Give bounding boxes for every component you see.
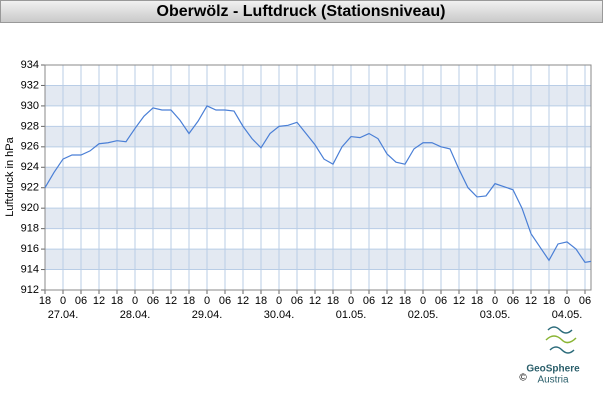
- x-tick-label: 0: [348, 295, 354, 307]
- x-tick-label: 12: [93, 295, 105, 307]
- x-tick-label: 06: [147, 295, 159, 307]
- x-tick-label: 12: [525, 295, 537, 307]
- x-tick-label: 0: [492, 295, 498, 307]
- x-tick-label: 06: [507, 295, 519, 307]
- copyright: ©: [519, 373, 527, 384]
- y-tick-label: 926: [21, 141, 39, 153]
- x-tick-label: 06: [75, 295, 87, 307]
- x-tick-label: 06: [219, 295, 231, 307]
- date-label: 30.04.: [264, 309, 295, 321]
- date-label: 02.05.: [408, 309, 439, 321]
- y-tick-label: 918: [21, 223, 39, 235]
- x-tick-label: 12: [237, 295, 249, 307]
- x-tick-label: 0: [564, 295, 570, 307]
- x-tick-label: 0: [60, 295, 66, 307]
- x-tick-label: 12: [381, 295, 393, 307]
- x-tick-label: 06: [363, 295, 375, 307]
- logo-mark: [545, 335, 577, 344]
- logo-name: GeoSphere: [526, 364, 580, 375]
- band: [45, 167, 591, 188]
- date-label: 28.04.: [120, 309, 151, 321]
- x-tick-label: 18: [255, 295, 267, 307]
- x-tick-label: 18: [327, 295, 339, 307]
- date-label: 04.05.: [552, 309, 583, 321]
- x-tick-label: 18: [111, 295, 123, 307]
- date-label: 29.04.: [192, 309, 223, 321]
- y-tick-label: 934: [21, 59, 39, 71]
- x-tick-label: 06: [579, 295, 591, 307]
- logo-mark: [547, 326, 573, 334]
- x-tick-label: 18: [543, 295, 555, 307]
- x-tick-label: 0: [276, 295, 282, 307]
- x-tick-label: 18: [471, 295, 483, 307]
- x-tick-label: 06: [435, 295, 447, 307]
- date-label: 27.04.: [48, 309, 79, 321]
- band: [45, 208, 591, 229]
- band: [45, 126, 591, 147]
- y-tick-label: 924: [21, 161, 39, 173]
- x-tick-label: 0: [132, 295, 138, 307]
- x-tick-label: 18: [39, 295, 51, 307]
- y-tick-label: 932: [21, 79, 39, 91]
- data-line: [44, 105, 592, 264]
- x-tick-label: 12: [165, 295, 177, 307]
- plot-frame: [44, 64, 592, 291]
- x-tick-label: 0: [420, 295, 426, 307]
- y-tick-label: 912: [21, 284, 39, 296]
- logo-sub: Austria: [537, 375, 569, 386]
- y-tick-label: 916: [21, 243, 39, 255]
- x-tick-label: 12: [453, 295, 465, 307]
- band: [45, 85, 591, 106]
- x-tick-label: 12: [309, 295, 321, 307]
- y-axis-label: Luftdruck in hPa: [4, 136, 16, 216]
- x-tick-label: 0: [204, 295, 210, 307]
- y-tick-label: 922: [21, 182, 39, 194]
- chart-title: Oberwölz - Luftdruck (Stationsniveau): [157, 3, 446, 20]
- y-tick-label: 930: [21, 100, 39, 112]
- date-label: 03.05.: [480, 309, 511, 321]
- date-label: 01.05.: [336, 309, 367, 321]
- y-tick-label: 914: [21, 263, 39, 275]
- y-tick-label: 928: [21, 120, 39, 132]
- x-tick-label: 18: [399, 295, 411, 307]
- x-tick-label: 06: [291, 295, 303, 307]
- band: [45, 249, 591, 270]
- logo: GeoSphere Austria ©: [519, 326, 580, 386]
- logo-mark: [549, 346, 575, 354]
- y-tick-label: 920: [21, 202, 39, 214]
- x-tick-label: 18: [183, 295, 195, 307]
